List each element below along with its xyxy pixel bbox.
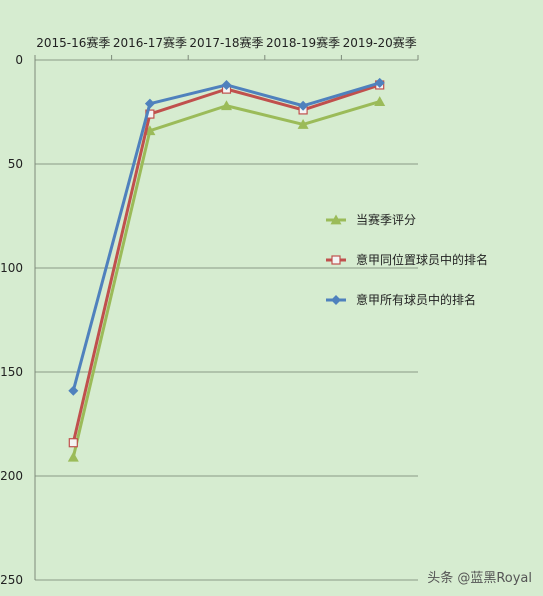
gridlines <box>35 59 418 581</box>
y-tick-label: 50 <box>8 157 23 171</box>
legend-item: 当赛季评分 <box>326 212 416 227</box>
series <box>67 77 386 462</box>
axes: 0 50 100 150 200 250 2015-16赛季 2016-17赛季 2017-18… <box>0 35 419 587</box>
y-tick-label: 150 <box>0 365 23 379</box>
data-point-triangle <box>144 125 156 136</box>
data-point-triangle <box>67 451 79 462</box>
data-point-square <box>331 255 341 265</box>
legend-label: 意甲同位置球员中的排名 <box>356 252 488 267</box>
data-point-square <box>68 438 78 448</box>
data-point-diamond <box>68 385 79 396</box>
data-point-diamond <box>331 295 341 305</box>
y-tick-label: 0 <box>15 53 23 67</box>
series-group <box>67 96 386 462</box>
legend-item: 意甲所有球员中的排名 <box>326 292 476 307</box>
x-tick-label: 2019-20赛季 <box>343 35 417 50</box>
data-point-triangle <box>297 118 309 129</box>
x-tick-label: 2016-17赛季 <box>113 35 187 50</box>
series-line <box>71 100 381 458</box>
y-tick-label: 100 <box>0 261 23 275</box>
watermark-text: 头条 @蓝黑Royal <box>427 570 532 586</box>
x-tick-label: 2017-18赛季 <box>189 35 263 50</box>
data-point-diamond <box>221 79 232 90</box>
y-tick-label: 250 <box>0 573 23 587</box>
y-tick-label: 200 <box>0 469 23 483</box>
data-point-diamond <box>374 77 385 88</box>
legend-label: 当赛季评分 <box>356 212 416 227</box>
data-point-diamond <box>144 98 155 109</box>
legend-item: 意甲同位置球员中的排名 <box>326 252 488 267</box>
data-point-triangle <box>330 214 342 225</box>
series-line <box>71 81 381 392</box>
legend-label: 意甲所有球员中的排名 <box>356 292 476 307</box>
data-point-triangle <box>374 96 386 106</box>
series-group <box>68 77 385 396</box>
x-tick-label: 2015-16赛季 <box>36 35 110 50</box>
x-tick-label: 2018-19赛季 <box>266 35 340 50</box>
data-point-diamond <box>298 100 309 111</box>
data-point-triangle <box>221 100 232 111</box>
